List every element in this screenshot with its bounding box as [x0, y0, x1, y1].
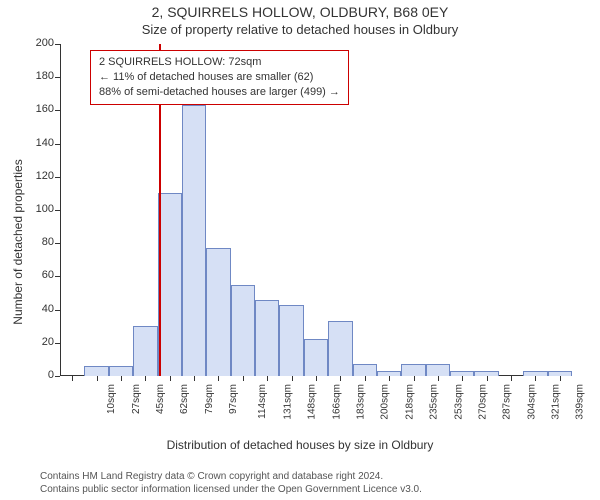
xtick-mark: [145, 376, 146, 381]
xtick-label: 339sqm: [575, 384, 586, 420]
histogram-bar: [401, 364, 425, 376]
annotation-line3: 88% of semi-detached houses are larger (…: [99, 85, 340, 100]
ytick-label: 120: [26, 170, 54, 182]
xtick-mark: [292, 376, 293, 381]
histogram-bar: [231, 285, 255, 376]
xtick-label: 235sqm: [429, 384, 440, 420]
xtick-mark: [438, 376, 439, 381]
ytick-mark: [55, 376, 60, 377]
xtick-mark: [560, 376, 561, 381]
annotation-line1: 2 SQUIRRELS HOLLOW: 72sqm: [99, 55, 340, 70]
xtick-label: 200sqm: [380, 384, 391, 420]
ytick-mark: [55, 110, 60, 111]
xtick-label: 27sqm: [131, 384, 142, 414]
xtick-label: 114sqm: [257, 384, 268, 419]
xtick-mark: [72, 376, 73, 381]
xtick-label: 45sqm: [155, 384, 166, 414]
y-axis-label: Number of detached properties: [11, 142, 25, 342]
footnote-line2: Contains public sector information licen…: [40, 484, 422, 497]
ytick-mark: [55, 77, 60, 78]
xtick-mark: [535, 376, 536, 381]
xtick-label: 287sqm: [502, 384, 513, 420]
histogram-bar: [328, 321, 352, 376]
ytick-mark: [55, 276, 60, 277]
histogram-bar: [182, 105, 206, 376]
ytick-mark: [55, 177, 60, 178]
histogram-bar: [353, 364, 377, 376]
ytick-label: 80: [26, 236, 54, 248]
xtick-label: 270sqm: [477, 384, 488, 420]
address-title: 2, SQUIRRELS HOLLOW, OLDBURY, B68 0EY: [0, 4, 600, 20]
xtick-mark: [267, 376, 268, 381]
xtick-label: 218sqm: [404, 384, 415, 420]
ytick-mark: [55, 310, 60, 311]
histogram-bar: [304, 339, 328, 376]
ytick-mark: [55, 343, 60, 344]
histogram-bar: [426, 364, 450, 376]
annotation-box: 2 SQUIRRELS HOLLOW: 72sqm← 11% of detach…: [90, 50, 349, 105]
xtick-label: 148sqm: [307, 384, 318, 420]
x-axis-label: Distribution of detached houses by size …: [0, 438, 600, 452]
ytick-label: 60: [26, 269, 54, 281]
xtick-label: 131sqm: [282, 384, 293, 420]
footnote: Contains HM Land Registry data © Crown c…: [40, 471, 422, 496]
histogram-bar: [84, 366, 108, 376]
xtick-label: 166sqm: [331, 384, 342, 420]
xtick-label: 321sqm: [551, 384, 562, 420]
xtick-mark: [316, 376, 317, 381]
xtick-mark: [121, 376, 122, 381]
annotation-line2: ← 11% of detached houses are smaller (62…: [99, 70, 340, 85]
histogram-bar: [109, 366, 133, 376]
xtick-label: 97sqm: [228, 384, 239, 414]
xtick-label: 62sqm: [179, 384, 190, 414]
ytick-mark: [55, 44, 60, 45]
xtick-mark: [194, 376, 195, 381]
ytick-label: 40: [26, 303, 54, 315]
xtick-mark: [243, 376, 244, 381]
histogram-bar: [206, 248, 230, 376]
histogram-bar: [255, 300, 279, 376]
xtick-mark: [414, 376, 415, 381]
ytick-mark: [55, 144, 60, 145]
xtick-label: 304sqm: [526, 384, 537, 420]
ytick-label: 200: [26, 37, 54, 49]
histogram-bar: [279, 305, 303, 376]
xtick-mark: [340, 376, 341, 381]
xtick-mark: [462, 376, 463, 381]
xtick-mark: [218, 376, 219, 381]
chart-subtitle: Size of property relative to detached ho…: [0, 22, 600, 37]
xtick-mark: [170, 376, 171, 381]
ytick-mark: [55, 210, 60, 211]
chart-container: 2, SQUIRRELS HOLLOW, OLDBURY, B68 0EY Si…: [0, 0, 600, 500]
xtick-label: 253sqm: [453, 384, 464, 420]
plot-area: 02040608010012014016018020010sqm27sqm45s…: [60, 44, 572, 376]
histogram-bar: [158, 193, 182, 376]
xtick-mark: [365, 376, 366, 381]
xtick-mark: [389, 376, 390, 381]
xtick-label: 79sqm: [204, 384, 215, 414]
ytick-label: 0: [26, 369, 54, 381]
xtick-label: 10sqm: [106, 384, 117, 414]
histogram-bar: [133, 326, 157, 376]
footnote-line1: Contains HM Land Registry data © Crown c…: [40, 471, 422, 484]
xtick-mark: [97, 376, 98, 381]
xtick-mark: [487, 376, 488, 381]
ytick-label: 20: [26, 336, 54, 348]
xtick-label: 183sqm: [356, 384, 367, 420]
ytick-label: 100: [26, 203, 54, 215]
ytick-label: 180: [26, 70, 54, 82]
ytick-label: 160: [26, 103, 54, 115]
xtick-mark: [511, 376, 512, 381]
ytick-mark: [55, 243, 60, 244]
y-axis-line: [60, 44, 61, 376]
ytick-label: 140: [26, 137, 54, 149]
